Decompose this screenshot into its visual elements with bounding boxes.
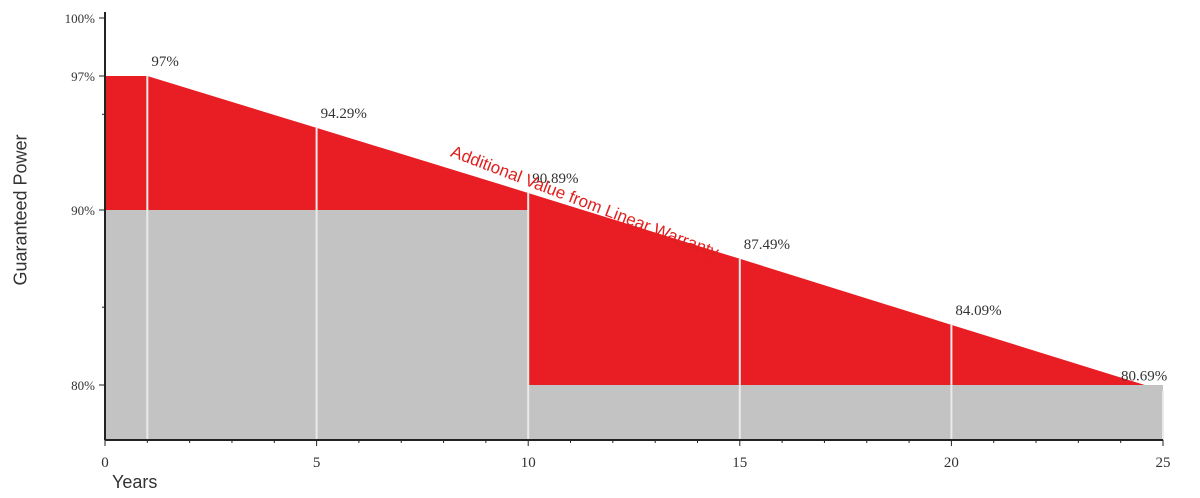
data-label-25: 80.69% [1121, 369, 1167, 385]
y-axis-label: Guaranteed Power [10, 134, 31, 286]
y-tick-label-81: 80% [71, 378, 95, 393]
chart-areas [105, 76, 1163, 440]
chart-axes: 0 5 10 15 20 25 100% 97% 90% 80% [65, 11, 1171, 471]
x-tick-label-15: 15 [732, 455, 747, 471]
x-tick-label-0: 0 [101, 455, 109, 471]
step-warranty-area [105, 210, 1163, 440]
data-label-1: 97% [151, 54, 179, 70]
x-tick-label-25: 25 [1156, 455, 1171, 471]
data-label-5: 94.29% [321, 106, 367, 122]
vertical-gridlines [146, 76, 1164, 440]
data-label-15: 87.49% [744, 237, 790, 253]
data-label-20: 84.09% [955, 303, 1001, 319]
data-labels: 97% 94.29% 90.89% 87.49% 84.09% 80.69% [151, 54, 1167, 385]
y-tick-label-97: 97% [71, 69, 95, 84]
x-tick-label-5: 5 [313, 455, 321, 471]
x-axis-label: Years [112, 472, 158, 492]
x-tick-label-20: 20 [944, 455, 959, 471]
y-tick-label-100: 100% [65, 11, 96, 26]
x-tick-label-10: 10 [521, 455, 536, 471]
y-tick-label-90: 90% [71, 203, 95, 218]
data-label-10: 90.89% [532, 171, 578, 187]
